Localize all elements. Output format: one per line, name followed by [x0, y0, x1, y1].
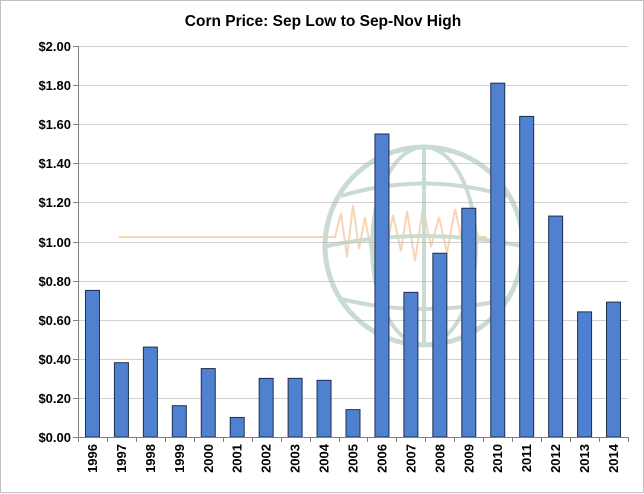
bar-1998	[142, 346, 158, 438]
bar-2006	[374, 133, 390, 438]
x-tick-label-1997: 1997	[114, 444, 129, 473]
x-tick-label-1996: 1996	[85, 444, 100, 473]
chart-title: Corn Price: Sep Low to Sep-Nov High	[185, 13, 461, 30]
y-tick-label: $1.60	[38, 117, 71, 132]
x-tick-label-2009: 2009	[461, 444, 476, 473]
bar-2009	[461, 207, 477, 438]
watermark-globe-latitude	[340, 297, 508, 311]
bar-2003	[287, 377, 303, 438]
bar-1996	[84, 289, 100, 438]
bar-2013	[577, 311, 593, 438]
bar-2007	[403, 291, 419, 438]
x-tick-label-2012: 2012	[548, 444, 563, 473]
bar-2002	[258, 377, 274, 438]
y-tick-label: $2.00	[38, 39, 71, 54]
y-tick-label: $1.80	[38, 78, 71, 93]
x-tick-label-2005: 2005	[346, 444, 361, 473]
y-axis-tick-labels: $0.00 $0.20 $0.40 $0.60 $0.80 $1.00 $1.20 $1.40…	[38, 39, 71, 445]
gridlines	[73, 46, 628, 438]
x-axis-tick-labels: 1996 1997 1998 1999 2000 2001 2002 2003 2004 2005…	[85, 443, 621, 473]
x-tick-label-2004: 2004	[317, 443, 332, 473]
bar-1999	[171, 405, 187, 438]
bar-2011	[519, 115, 535, 438]
bar-2001	[229, 416, 245, 438]
bar-2014	[606, 301, 622, 438]
watermark-globe-latitude	[340, 181, 508, 198]
x-tick-label-2002: 2002	[259, 444, 274, 473]
y-tick-label: $1.00	[38, 235, 71, 250]
x-tick-label-2001: 2001	[230, 444, 245, 473]
x-tick-label-2006: 2006	[374, 444, 389, 473]
bar-series	[84, 82, 622, 438]
y-tick-label: $0.20	[38, 391, 71, 406]
x-tick-label-2003: 2003	[288, 444, 303, 473]
bar-1997	[113, 362, 129, 438]
x-tick-label-1998: 1998	[143, 444, 158, 473]
bar-2010	[490, 82, 506, 438]
x-tick-label-2007: 2007	[403, 444, 418, 473]
x-tick-label-2010: 2010	[490, 444, 505, 473]
x-tick-label-2000: 2000	[201, 444, 216, 473]
x-tick-label-2014: 2014	[606, 443, 621, 473]
y-tick-label: $1.40	[38, 156, 71, 171]
bar-2005	[345, 409, 361, 438]
bar-2012	[548, 215, 564, 438]
watermark-pulse-wave	[327, 204, 487, 264]
x-tick-label-2013: 2013	[577, 444, 592, 473]
y-tick-label: $0.80	[38, 274, 71, 289]
y-tick-label: $1.20	[38, 195, 71, 210]
bar-2004	[316, 379, 332, 438]
bar-2000	[200, 368, 216, 438]
x-tick-label-1999: 1999	[172, 444, 187, 473]
bar-2008	[432, 252, 448, 438]
x-tick-label-2008: 2008	[432, 444, 447, 473]
y-tick-label: $0.40	[38, 352, 71, 367]
axes	[78, 46, 629, 442]
x-tick-label-2011: 2011	[519, 444, 534, 472]
y-tick-label: $0.00	[38, 430, 71, 445]
y-tick-label: $0.60	[38, 313, 71, 328]
